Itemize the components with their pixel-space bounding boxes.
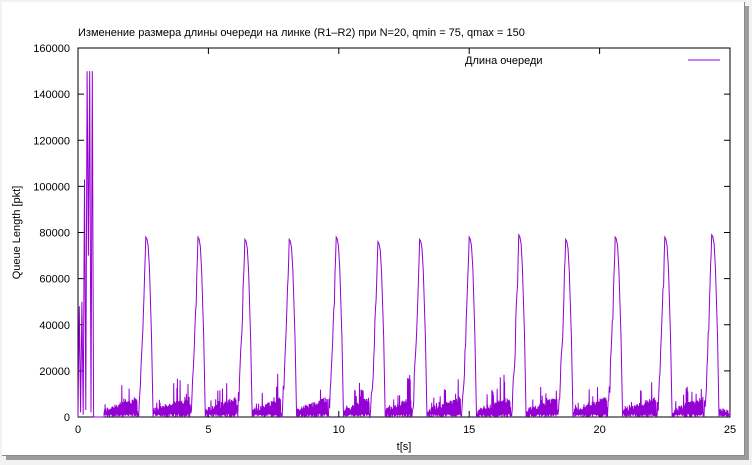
x-tick-label: 25 <box>724 424 736 436</box>
y-axis-title: Queue Length [pkt] <box>11 186 23 280</box>
plot-frame: Изменение размера длины очереди на линке… <box>2 2 745 456</box>
y-tick-label: 80000 <box>39 228 70 240</box>
series-line-queue-length <box>77 71 731 419</box>
y-tick-label: 60000 <box>39 274 70 286</box>
x-tick-label: 10 <box>333 424 345 436</box>
y-tick-label: 0 <box>64 412 70 424</box>
x-tick-label: 15 <box>463 424 475 436</box>
y-tick-label: 120000 <box>33 135 70 147</box>
y-tick-label: 100000 <box>33 181 70 193</box>
legend-label: Длина очереди <box>465 55 543 67</box>
y-tick-label: 20000 <box>39 366 70 378</box>
plot-area-border <box>77 47 731 418</box>
chart-title: Изменение размера длины очереди на линке… <box>78 27 525 39</box>
x-axis-title: t[s] <box>397 441 412 453</box>
x-tick-label: 5 <box>205 424 211 436</box>
y-axis-ticks: 0 20000 40000 60000 80000 100000 120000 140000 1… <box>33 43 730 424</box>
x-tick-label: 0 <box>75 424 81 436</box>
y-tick-label: 160000 <box>33 43 70 55</box>
y-tick-label: 140000 <box>33 89 70 101</box>
queue-length-chart: Изменение размера длины очереди на линке… <box>11 27 736 453</box>
x-axis-ticks: 0 5 10 15 20 25 <box>75 48 736 436</box>
y-tick-label: 40000 <box>39 320 70 332</box>
x-tick-label: 20 <box>593 424 605 436</box>
